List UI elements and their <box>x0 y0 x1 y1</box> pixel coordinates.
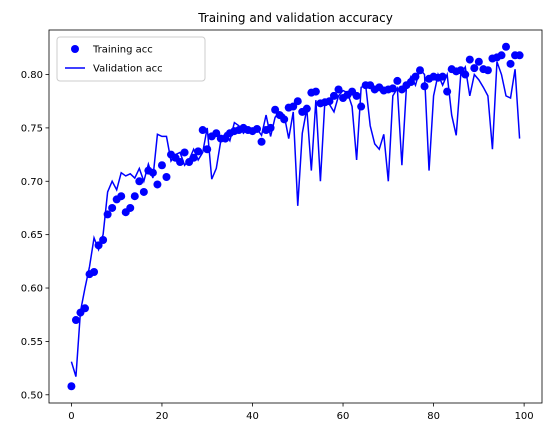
training-point <box>117 192 126 201</box>
x-tick-label: 0 <box>68 411 74 422</box>
training-point <box>352 91 361 100</box>
y-tick-label: 0.55 <box>21 337 43 348</box>
training-point <box>157 161 166 170</box>
training-point <box>153 180 162 189</box>
legend-box <box>56 36 206 82</box>
legend-marker <box>71 45 79 53</box>
training-point <box>311 87 320 96</box>
legend-label: Training acc <box>92 45 153 56</box>
training-point <box>470 64 479 73</box>
y-tick-label: 0.50 <box>21 390 43 401</box>
plot-frame <box>48 29 543 404</box>
training-point <box>357 102 366 111</box>
training-point <box>483 66 492 75</box>
chart-title: Training and validation accuracy <box>197 11 393 25</box>
training-point <box>506 59 515 68</box>
training-point <box>502 42 511 51</box>
training-point <box>465 55 474 64</box>
y-tick-label: 0.65 <box>21 230 43 241</box>
training-point <box>334 85 343 94</box>
x-tick-label: 100 <box>515 411 534 422</box>
training-point <box>280 115 289 124</box>
training-point <box>289 102 298 111</box>
x-tick-label: 40 <box>246 411 259 422</box>
training-point <box>139 187 148 196</box>
legend-label: Validation acc <box>93 64 163 75</box>
y-tick-label: 0.75 <box>21 123 43 134</box>
y-tick-label: 0.80 <box>21 70 43 81</box>
legend: Training acc Validation acc <box>56 36 206 82</box>
training-point <box>198 126 207 135</box>
x-tick-label: 60 <box>337 411 350 422</box>
x-tick-label: 80 <box>427 411 440 422</box>
training-point <box>130 192 139 201</box>
training-point <box>293 97 302 106</box>
training-point <box>126 203 135 212</box>
training-point <box>329 91 338 100</box>
training-point <box>67 382 76 391</box>
training-point <box>162 173 171 182</box>
training-point <box>393 76 402 85</box>
training-point <box>90 268 99 277</box>
validation-line <box>70 61 521 377</box>
training-point <box>212 129 221 138</box>
training-point <box>515 51 524 60</box>
training-point <box>108 203 117 212</box>
training-point <box>497 51 506 60</box>
training-point <box>257 137 266 146</box>
x-tick-label: 20 <box>156 411 169 422</box>
training-point <box>388 84 397 93</box>
y-tick-label: 0.60 <box>21 284 43 295</box>
y-tick-label: 0.70 <box>21 177 43 188</box>
training-point <box>180 148 189 157</box>
training-point <box>71 316 80 325</box>
training-point <box>80 304 89 313</box>
training-point <box>271 105 280 114</box>
training-point <box>474 57 483 66</box>
training-point <box>135 177 144 186</box>
